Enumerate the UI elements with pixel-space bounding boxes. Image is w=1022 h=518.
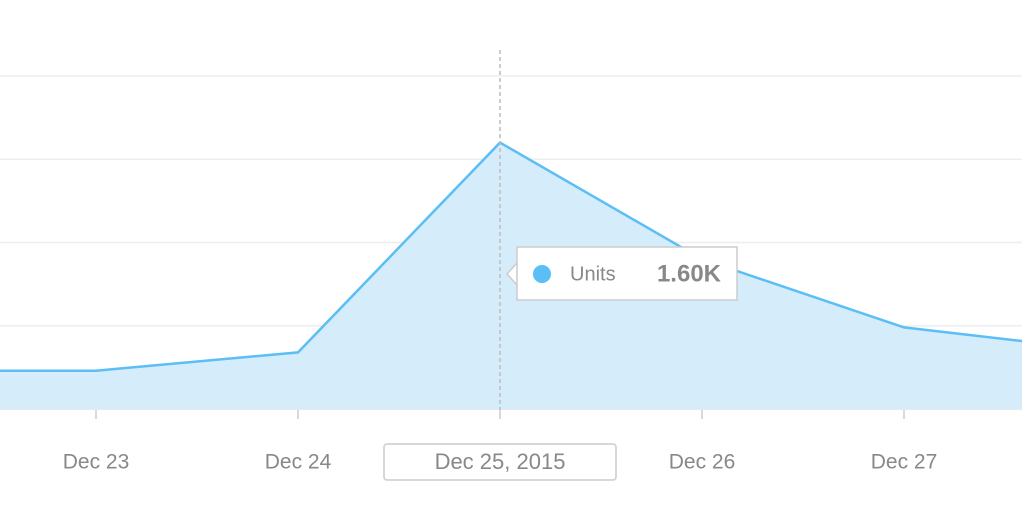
x-tick-label: Dec 26 [669,451,736,474]
x-label-highlight [383,443,617,481]
x-axis: Dec 23 Dec 24 Dec 25, 2015 Dec 26 Dec 27 [63,410,938,481]
x-tick-label: Dec 27 [871,451,938,474]
legend-dot [533,265,551,283]
tooltip-arrow-cover [518,262,521,286]
x-tick-label: Dec 23 [63,451,130,474]
plot-area [0,50,1022,410]
x-tick-label: Dec 25, 2015 [435,449,566,474]
x-tick-label: Dec 24 [265,451,332,474]
tooltip: Units 1.60K [505,246,738,301]
tooltip-value: 1.60K [657,260,722,287]
legend-label: Units [570,263,616,285]
tooltip-box [516,246,738,301]
tooltip-arrow [505,262,518,286]
